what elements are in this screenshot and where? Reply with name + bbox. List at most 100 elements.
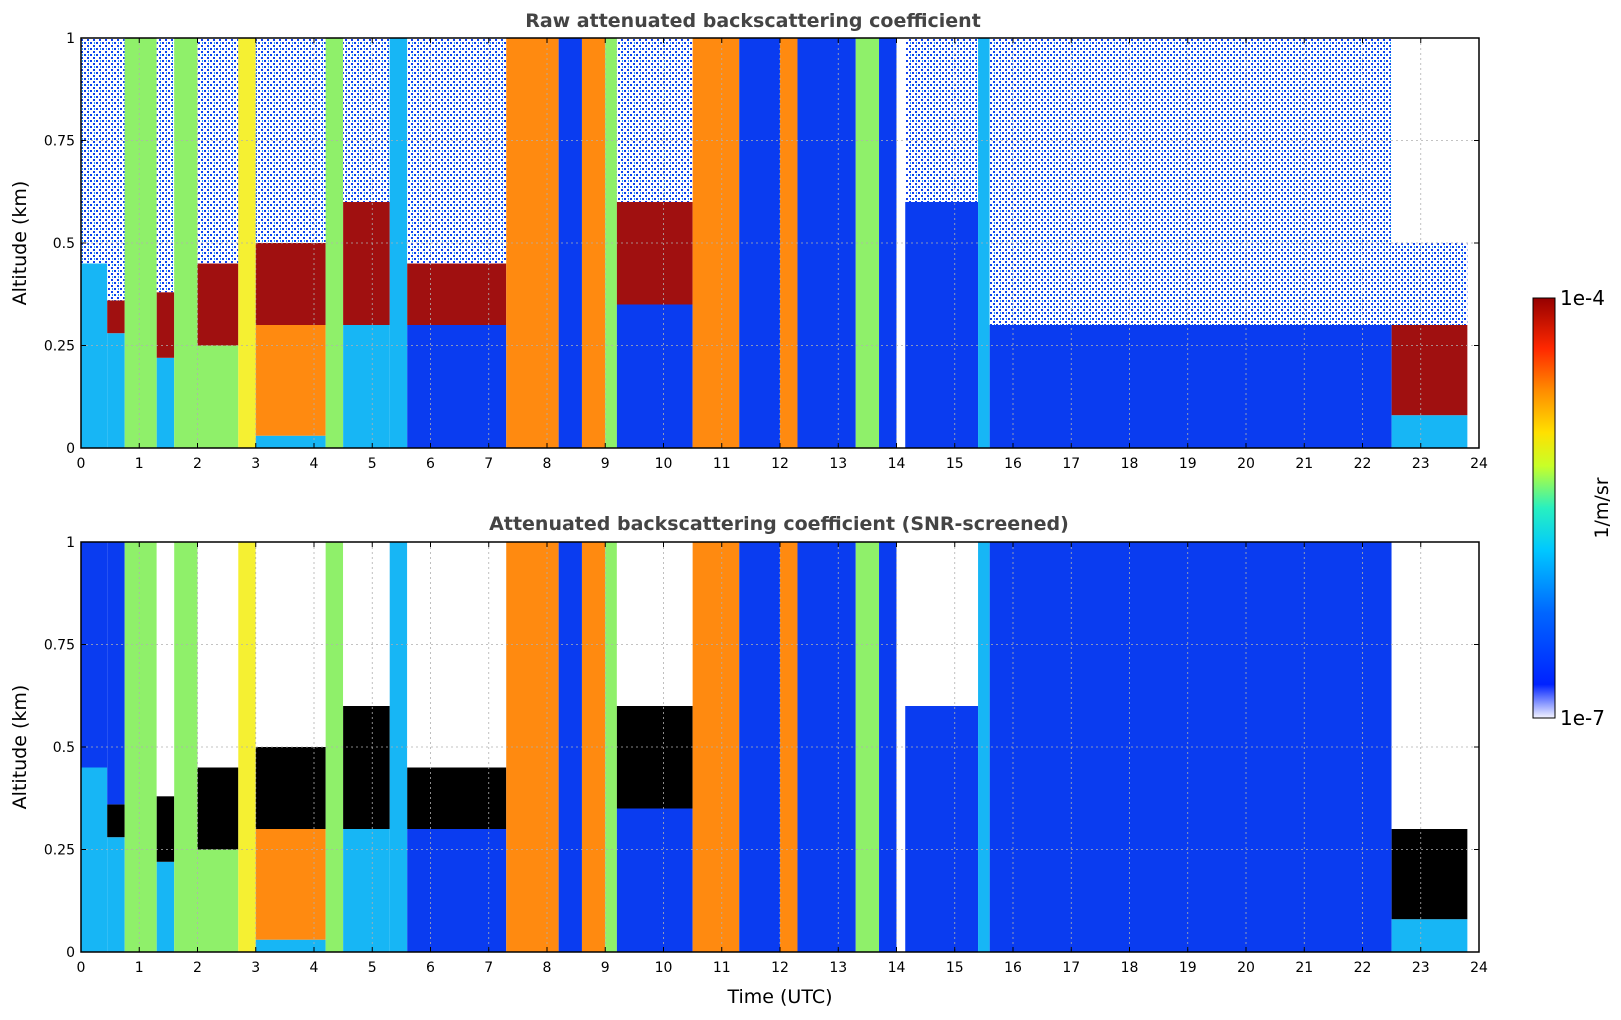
y-tick-label: 0 <box>66 945 75 961</box>
heatmap-cell <box>616 38 693 202</box>
heatmap-cell <box>197 767 239 850</box>
heatmap-cell <box>407 767 507 829</box>
x-tick-label: 7 <box>484 960 493 976</box>
heatmap-cell <box>739 542 780 952</box>
y-tick-label: 0.5 <box>53 740 75 756</box>
heatmap-cell <box>1391 325 1468 416</box>
heatmap-cell <box>81 38 108 264</box>
x-tick-label: 8 <box>543 456 552 472</box>
y-tick-label: 1 <box>66 535 75 551</box>
colorbar-max-label: 1e-4 <box>1560 286 1605 310</box>
heatmap-cell <box>343 542 390 706</box>
x-tick-label: 19 <box>1179 456 1197 472</box>
panel-raw-title: Raw attenuated backscattering coefficien… <box>525 10 981 32</box>
heatmap-cell <box>107 837 125 952</box>
heatmap-cell <box>197 849 239 952</box>
x-tick-label: 18 <box>1121 456 1139 472</box>
x-tick-label: 16 <box>1004 960 1022 976</box>
heatmap-cell <box>197 542 239 768</box>
y-tick-label: 0.75 <box>44 638 75 654</box>
panel-raw: Raw attenuated backscattering coefficien… <box>9 10 1488 472</box>
heatmap-cell <box>616 706 693 809</box>
heatmap-cell <box>325 542 344 952</box>
heatmap-cell <box>343 829 390 952</box>
heatmap-cell <box>407 263 507 325</box>
y-tick-label: 0.75 <box>44 134 75 150</box>
x-tick-label: 23 <box>1412 456 1430 472</box>
heatmap-cell <box>156 38 175 293</box>
x-tick-label: 10 <box>655 456 673 472</box>
heatmap-cell <box>407 38 507 264</box>
heatmap-cell <box>616 202 693 305</box>
x-tick-label: 17 <box>1062 960 1080 976</box>
x-tick-label: 1 <box>135 456 144 472</box>
heatmap-cell <box>905 38 979 202</box>
heatmap-cell <box>1391 747 1468 829</box>
x-tick-label: 22 <box>1354 456 1372 472</box>
x-tick-label: 21 <box>1295 960 1313 976</box>
heatmap-cell <box>905 542 979 706</box>
x-tick-label: 6 <box>426 456 435 472</box>
x-tick-label: 16 <box>1004 456 1022 472</box>
x-tick-label: 20 <box>1237 960 1255 976</box>
panel-screened-title: Attenuated backscattering coefficient (S… <box>489 513 1069 535</box>
x-tick-label: 0 <box>77 960 86 976</box>
heatmap-cell <box>107 300 125 334</box>
heatmap-cell <box>978 542 990 952</box>
heatmap-cell <box>407 542 507 768</box>
heatmap-cell <box>407 325 507 448</box>
heatmap-cell <box>255 243 326 325</box>
x-tick-label: 7 <box>484 456 493 472</box>
x-tick-label: 13 <box>829 456 847 472</box>
x-tick-label: 22 <box>1354 960 1372 976</box>
heatmap-cell <box>978 38 990 448</box>
x-tick-label: 12 <box>771 456 789 472</box>
x-tick-label: 15 <box>946 960 964 976</box>
heatmap-cell <box>616 542 693 706</box>
x-tick-label: 18 <box>1121 960 1139 976</box>
x-tick-label: 12 <box>771 960 789 976</box>
heatmap-cell <box>780 542 798 952</box>
colorbar-min-label: 1e-7 <box>1560 706 1605 730</box>
heatmap-cell <box>107 542 125 805</box>
heatmap-cell <box>156 542 175 797</box>
grid-screened <box>81 542 1479 952</box>
heatmap-cell <box>343 202 390 325</box>
heatmap-cell <box>1391 243 1468 325</box>
heatmap-cell <box>81 263 108 448</box>
x-tick-label: 11 <box>713 456 731 472</box>
x-tick-label: 14 <box>888 960 906 976</box>
y-tick-label: 0 <box>66 441 75 457</box>
x-tick-label: 6 <box>426 960 435 976</box>
ticks-screened: 0 1 2 3 4 5 6 7 8 9 10 11 12 13 14 15 16 17 18 19 20 21 22 23 24… <box>44 535 1488 976</box>
y-tick-label: 0.25 <box>44 843 75 859</box>
x-tick-label: 24 <box>1470 960 1488 976</box>
heatmap-cell <box>197 263 239 346</box>
x-tick-label: 5 <box>368 960 377 976</box>
heatmap-cell <box>107 333 125 448</box>
grid-raw <box>81 38 1479 448</box>
ylabel-raw: Altitude (km) <box>9 181 31 306</box>
colorbar-gradient <box>1532 297 1556 719</box>
heatmap-cell <box>255 939 326 952</box>
x-tick-label: 21 <box>1295 456 1313 472</box>
x-tick-label: 3 <box>251 456 260 472</box>
x-tick-label: 1 <box>135 960 144 976</box>
heatmap-cell <box>616 304 693 448</box>
heatmap-cell <box>896 542 906 952</box>
heatmap-cell <box>81 542 108 768</box>
heatmap-cell <box>343 325 390 448</box>
x-tick-label: 13 <box>829 960 847 976</box>
x-tick-label: 8 <box>543 960 552 976</box>
heatmap-cell <box>255 435 326 448</box>
y-tick-label: 0.25 <box>44 339 75 355</box>
x-tick-label: 9 <box>601 456 610 472</box>
heatmap-cell <box>1391 38 1468 243</box>
heatmap-cell <box>156 357 175 448</box>
x-tick-label: 15 <box>946 456 964 472</box>
panel-screened: Attenuated backscattering coefficient (S… <box>9 513 1488 1008</box>
ylabel-screened: Altitude (km) <box>9 685 31 810</box>
heatmap-cell <box>989 38 1392 325</box>
colorbar-unit-label: 1/m/sr <box>1591 477 1613 538</box>
